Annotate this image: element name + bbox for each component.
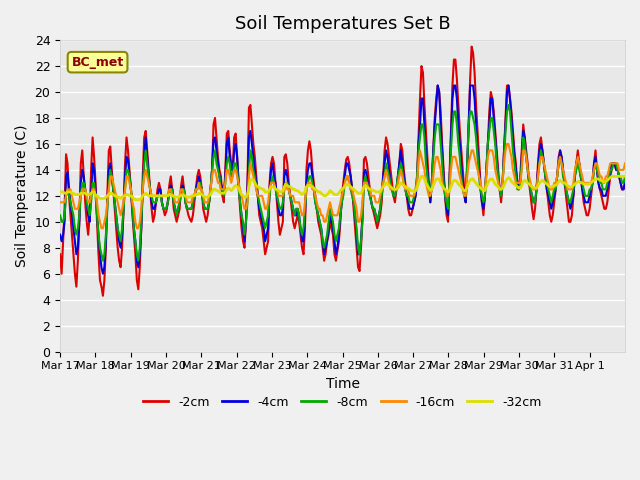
-4cm — [99, 271, 107, 276]
-16cm — [76, 199, 83, 205]
-4cm — [546, 199, 554, 205]
-32cm — [76, 192, 83, 197]
-32cm — [620, 173, 627, 179]
-2cm — [348, 186, 356, 192]
-8cm — [56, 213, 64, 218]
-8cm — [93, 213, 101, 218]
Legend: -2cm, -4cm, -8cm, -16cm, -32cm: -2cm, -4cm, -8cm, -16cm, -32cm — [138, 391, 547, 414]
-8cm — [620, 180, 627, 186]
-32cm — [418, 173, 426, 179]
-32cm — [93, 193, 101, 199]
-2cm — [99, 293, 107, 299]
-8cm — [621, 173, 629, 179]
-2cm — [621, 180, 629, 186]
-8cm — [546, 193, 554, 199]
-4cm — [462, 199, 470, 205]
Line: -8cm: -8cm — [60, 105, 625, 261]
-4cm — [348, 186, 356, 192]
-2cm — [93, 219, 101, 225]
-4cm — [76, 219, 83, 225]
-16cm — [98, 226, 106, 231]
-8cm — [76, 213, 83, 218]
-16cm — [546, 186, 554, 192]
-4cm — [93, 213, 101, 218]
-2cm — [76, 219, 83, 225]
-2cm — [468, 44, 476, 49]
-4cm — [434, 83, 442, 88]
-32cm — [348, 185, 356, 191]
-2cm — [460, 186, 468, 192]
-8cm — [99, 258, 107, 264]
-32cm — [462, 188, 470, 193]
Y-axis label: Soil Temperature (C): Soil Temperature (C) — [15, 125, 29, 267]
-32cm — [132, 197, 140, 203]
-32cm — [621, 173, 629, 179]
-16cm — [93, 199, 101, 205]
-4cm — [620, 186, 627, 192]
-2cm — [546, 213, 554, 218]
-8cm — [348, 193, 356, 199]
-4cm — [621, 180, 629, 186]
Line: -32cm: -32cm — [60, 176, 625, 200]
-8cm — [460, 193, 468, 199]
Line: -4cm: -4cm — [60, 85, 625, 274]
X-axis label: Time: Time — [326, 377, 360, 391]
-16cm — [620, 167, 627, 173]
Title: Soil Temperatures Set B: Soil Temperatures Set B — [235, 15, 451, 33]
Text: BC_met: BC_met — [72, 56, 124, 69]
-4cm — [56, 232, 64, 238]
-16cm — [460, 193, 468, 199]
Line: -2cm: -2cm — [60, 47, 625, 296]
Line: -16cm: -16cm — [60, 144, 625, 228]
-2cm — [56, 252, 64, 257]
-32cm — [546, 184, 554, 190]
-32cm — [56, 189, 64, 195]
-16cm — [56, 199, 64, 205]
-8cm — [505, 102, 513, 108]
-2cm — [620, 186, 627, 192]
-16cm — [503, 141, 511, 147]
-16cm — [348, 186, 356, 192]
-16cm — [621, 160, 629, 166]
